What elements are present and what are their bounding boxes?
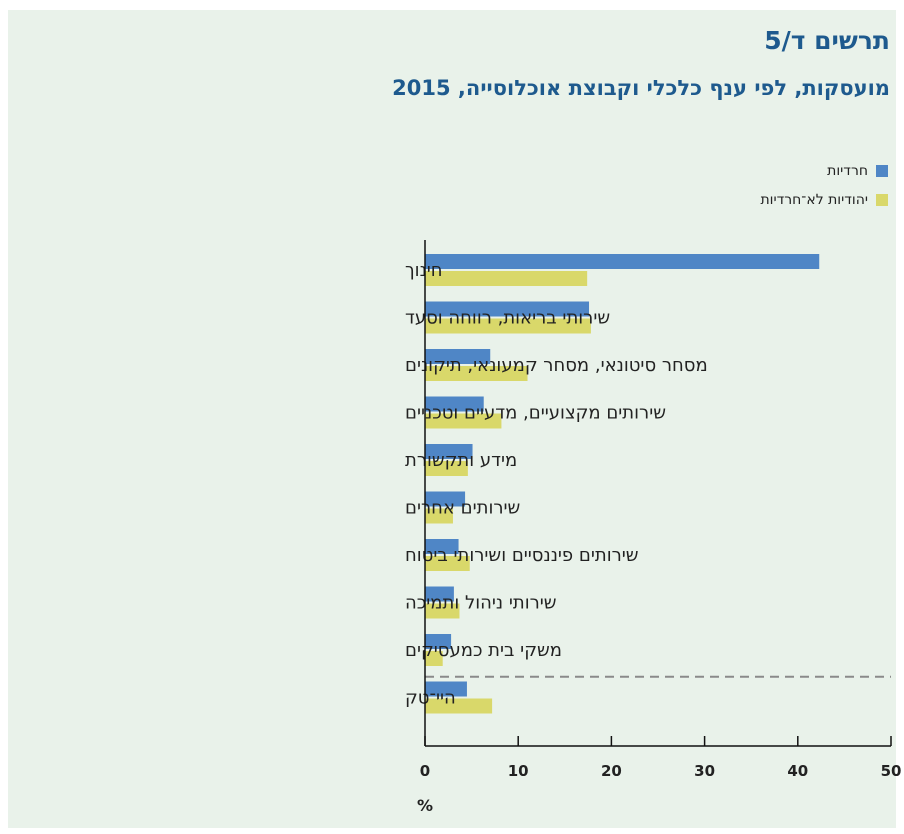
category-label-6: שירותים פיננסיים ושירותי ביטוח	[405, 545, 639, 566]
bar-nonharedi-7	[425, 603, 460, 619]
bar-haredi-6	[425, 539, 459, 554]
legend-label-haredi: חרדיות	[827, 163, 868, 179]
category-label-5: שירותים אחרים	[405, 498, 520, 519]
category-label-0: חינוך	[405, 260, 443, 281]
bar-nonharedi-8	[425, 651, 443, 666]
category-label-9: היי־טק	[405, 688, 456, 709]
chart-subtitle: מועסקות, לפי ענף כלכלי וקבוצת אוכלוסייה,…	[392, 76, 890, 100]
category-label-7: שירותי ניהול ותמיכה	[405, 593, 557, 614]
category-label-3: שירותים מקצועיים, מדעיים וטכניים	[405, 403, 666, 424]
bar-haredi-7	[425, 586, 454, 602]
bar-nonharedi-6	[425, 556, 470, 571]
bar-nonharedi-0	[425, 271, 588, 286]
bar-nonharedi-3	[425, 413, 502, 429]
legend-item-nonharedi: יהודיות לא־חרדיות	[760, 189, 888, 211]
bar-nonharedi-9	[425, 698, 493, 714]
bar-haredi-0	[425, 254, 820, 269]
x-tick-label-40: 40	[787, 762, 808, 780]
legend-label-nonharedi: יהודיות לא־חרדיות	[760, 192, 868, 208]
bar-haredi-8	[425, 634, 452, 649]
bar-haredi-2	[425, 349, 491, 364]
chart-title: תרשים ד/5	[764, 26, 890, 55]
x-tick-label-30: 30	[694, 762, 715, 780]
category-label-2: מסחר סיטונאי, מסחר קמעונאי, תיקונים	[405, 355, 708, 376]
x-tick-label-50: 50	[881, 762, 902, 780]
category-label-8: משקי בית כמעסיקים	[405, 640, 562, 661]
x-axis-unit-label: %	[417, 796, 433, 815]
bar-nonharedi-4	[425, 461, 468, 476]
legend-swatch-haredi	[876, 165, 888, 177]
legend-item-haredi: חרדיות	[760, 160, 888, 182]
bar-haredi-5	[425, 491, 466, 507]
bar-haredi-9	[425, 681, 467, 697]
bar-haredi-1	[425, 301, 590, 317]
bar-haredi-4	[425, 444, 473, 459]
legend: חרדיות יהודיות לא־חרדיות	[760, 160, 888, 218]
bar-nonharedi-2	[425, 366, 528, 381]
category-label-1: שירותי בריאות, רווחה וסעד	[405, 308, 610, 329]
x-tick-label-20: 20	[601, 762, 622, 780]
category-label-4: מידע ותקשורת	[405, 450, 517, 471]
bar-nonharedi-1	[425, 318, 591, 334]
x-tick-label-10: 10	[508, 762, 529, 780]
x-tick-label-0: 0	[420, 762, 430, 780]
legend-swatch-nonharedi	[876, 194, 888, 206]
bar-nonharedi-5	[425, 508, 453, 524]
bar-haredi-3	[425, 396, 484, 412]
